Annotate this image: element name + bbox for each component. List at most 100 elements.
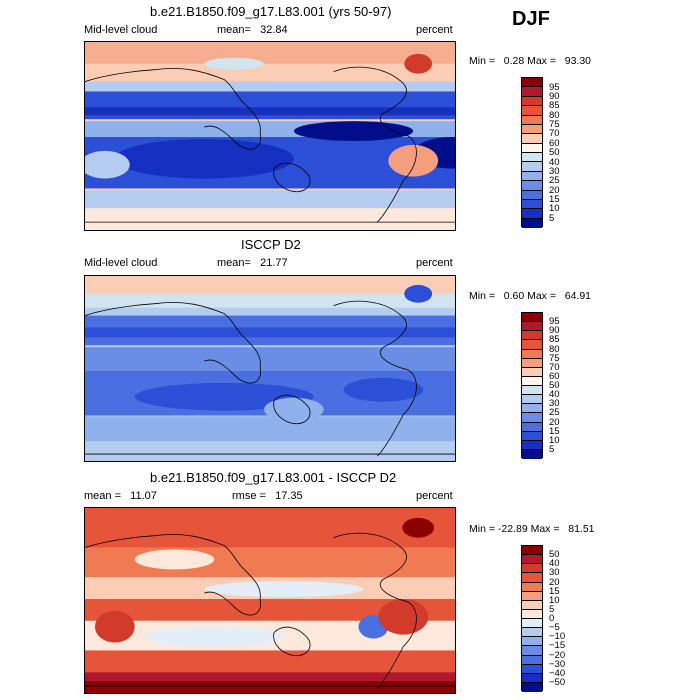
panel-1-colorbar-swatch [522,209,542,219]
panel-1-min-value: 0.28 [503,55,525,67]
panel-1-colorbar-tick: 70 [549,128,560,140]
panel-1-colorbar-swatch [522,153,542,163]
panel-1-min-label: Min = [469,55,495,67]
panel-1-mean-label: mean= [217,24,251,36]
panel-2-colorbar-tick: 15 [549,425,560,437]
panel-1-colorbar-tick: 20 [549,184,560,196]
panel-1-colorbar-swatch [522,181,542,191]
panel-2-colorbar-swatch [522,422,542,432]
panel-3-min-value: -22.89 [497,523,528,535]
panel-2-colorbar-tick: 25 [549,407,560,419]
panel-2-colorbar-swatch [522,376,542,386]
panel-1-colorbar-swatch [522,87,542,97]
panel-2-colorbar-swatch [522,386,542,396]
panel-3-minmax: Min = -22.89 Max = 81.51 [469,523,595,535]
panel-3-rmse-label: rmse = [232,490,266,502]
panel-3-title: b.e21.B1850.f09_g17.L83.001 - ISCCP D2 [150,470,397,485]
panel-3-rmse: rmse = 17.35 [232,490,303,502]
panel-3-colorbar-swatch [522,682,542,692]
panel-1-colorbar-tick: 40 [549,156,560,168]
panel-1-colorbar-tick: 85 [549,100,560,112]
panel-3-colorbar-swatch [522,637,542,647]
panel-2-colorbar-swatch [522,431,542,441]
panel-3-mean-label: mean = [84,490,121,502]
panel-2-colorbar-swatch [522,358,542,368]
panel-1-colorbar-swatch [522,199,542,210]
panel-3-mean: mean = 11.07 [84,490,157,502]
panel-2-colorbar-swatch [522,449,542,459]
panel-1-colorbar-tick: 60 [549,137,560,149]
panel-1-colorbar-tick: 80 [549,109,560,121]
panel-3-colorbar-swatch [522,673,542,683]
panel-3-colorbar-swatch [522,655,542,665]
panel-2-colorbar-tick: 5 [549,443,555,455]
panel-2-colorbar-tick: 85 [549,334,560,346]
panel-1-colorbar-tick: 15 [549,194,560,205]
panel-2-unit: percent [416,257,453,269]
panel-1-colorbar-tick: 75 [549,119,560,130]
panel-2-colorbar-swatch [522,395,542,405]
panel-1-field-label: Mid-level cloud [84,24,158,36]
panel-1-max-value: 93.30 [564,55,592,67]
panel-3-colorbar-tick: 40 [549,558,560,570]
panel-3-colorbar-swatch [522,555,542,565]
panel-3-colorbar-tick: 5 [549,603,555,615]
panel-1-colorbar-tick: 95 [549,81,560,93]
panel-2-colorbar-tick: 50 [549,380,560,391]
panel-2-colorbar-swatch [522,440,542,450]
panel-3-map [84,507,456,694]
panel-1-map [84,41,456,231]
panel-2-colorbar-swatch [522,331,542,341]
panel-3-colorbar [521,545,543,692]
panel-2-colorbar-tick: 95 [549,316,560,328]
panel-3-colorbar-tick: −30 [549,658,566,670]
panel-3-colorbar-swatch [522,591,542,601]
panel-3-colorbar-tick: −40 [549,667,566,679]
panel-2-colorbar-tick: 90 [549,325,560,337]
panel-1-colorbar-tick: 25 [549,175,560,187]
panel-2-colorbar-swatch [522,404,542,414]
panel-1-max-label: Max = [527,55,556,67]
panel-3-mean-value: 11.07 [130,490,157,502]
panel-3-colorbar-tick: 20 [549,576,560,588]
panel-3-colorbar-swatch [522,664,542,674]
panel-1-map-field [85,42,455,230]
panel-2-minmax: Min = 0.60 Max = 64.91 [469,290,591,302]
panel-1-mean: mean= 32.84 [217,24,288,36]
panel-2-field-label: Mid-level cloud [84,257,158,269]
panel-2-colorbar-tick: 70 [549,361,560,373]
panel-3-colorbar-swatch [522,582,542,592]
panel-1-colorbar-tick: 50 [549,147,560,159]
panel-2-title: ISCCP D2 [241,237,301,252]
panel-1-colorbar-tick: 90 [549,90,560,102]
panel-1-colorbar [521,77,543,228]
panel-3-colorbar-tick: −50 [549,676,566,688]
panel-1-colorbar-swatch [522,96,542,107]
panel-2-mean-label: mean= [217,257,251,269]
panel-3-max-label: Max = [530,523,560,535]
panel-1-colorbar-swatch [522,143,542,153]
panel-2-colorbar-swatch [522,349,542,359]
panel-3-min-label: Min = [469,523,495,535]
panel-1-minmax: Min = 0.28 Max = 93.30 [469,55,591,67]
panel-2-map-field [85,276,455,461]
panel-1-colorbar-swatch [522,162,542,172]
panel-2-max-label: Max = [527,290,556,302]
panel-3-colorbar-swatch [522,628,542,638]
panel-2-mean-value: 21.77 [260,257,288,269]
panel-2-map [84,275,456,462]
season-label: DJF [512,8,550,30]
panel-3-colorbar-tick: −5 [549,622,560,634]
panel-3-colorbar-tick: −20 [549,649,566,661]
panel-1-colorbar-swatch [522,106,542,116]
panel-3-unit: percent [416,490,453,502]
panel-2-colorbar-tick: 30 [549,398,560,410]
panel-3-max-value: 81.51 [568,523,595,535]
panel-3-map-field [85,508,455,693]
panel-2-colorbar-tick: 80 [549,343,560,355]
panel-2-colorbar-swatch [522,322,542,332]
panel-2-colorbar-swatch [522,367,542,377]
panel-1-title: b.e21.B1850.f09_g17.L83.001 (yrs 50-97) [150,4,392,19]
panel-3-rmse-value: 17.35 [275,490,303,502]
panel-3-colorbar-tick: 10 [549,594,560,606]
